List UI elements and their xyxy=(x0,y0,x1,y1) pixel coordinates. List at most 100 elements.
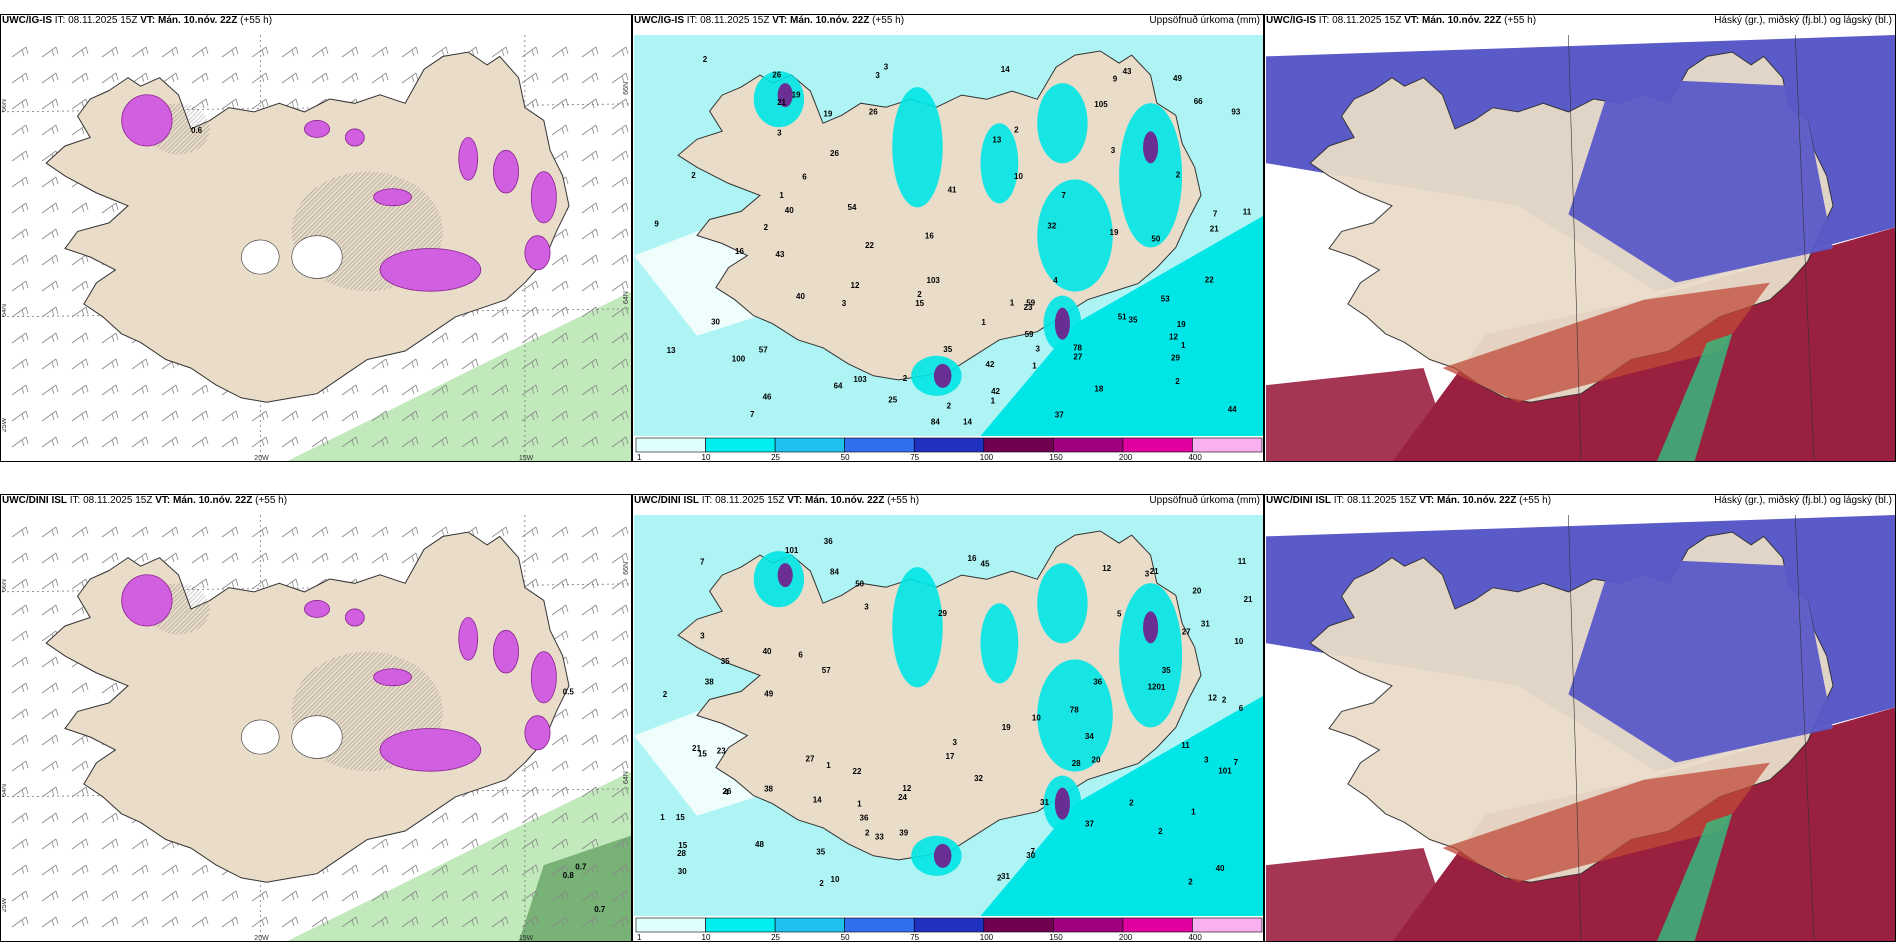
wind-barb xyxy=(11,436,29,448)
wind-barb xyxy=(461,812,479,824)
wind-barb xyxy=(371,46,389,58)
wind-barb xyxy=(311,436,329,448)
colorbar-segment xyxy=(774,917,845,933)
wind-barb xyxy=(281,526,299,538)
precip-value: 3 xyxy=(700,632,705,641)
precip-area xyxy=(980,216,1263,436)
wind-barb xyxy=(551,254,569,266)
precip-value: 12 xyxy=(902,784,911,793)
precip-value: 30 xyxy=(678,867,687,876)
precip-value: 26 xyxy=(869,108,878,117)
precip-value: 35 xyxy=(1162,666,1171,675)
axis-label: 64N xyxy=(2,304,8,317)
precip-value: 43 xyxy=(1123,67,1132,76)
precip-value: 1 xyxy=(1032,362,1037,371)
precip-value: 2 xyxy=(865,829,870,838)
wind-barb xyxy=(611,526,629,538)
wind-barb xyxy=(191,552,209,564)
precip-value: 21 xyxy=(1210,224,1219,233)
precip-value: 1 xyxy=(1161,683,1166,692)
colorbar-segment xyxy=(913,437,985,453)
panel-frame: 3 2 2 2 2 3 26 43 14 10 6 7 7 14 16 12 16 18 35 19 22 29 21 23 2… xyxy=(632,14,1264,462)
precip-value: 17 xyxy=(946,752,955,761)
precip-value: 1 xyxy=(660,813,665,822)
wind-barb xyxy=(131,526,149,538)
wind-barb xyxy=(221,46,239,58)
precip-max xyxy=(777,563,793,588)
snow-area xyxy=(492,149,519,194)
wind-barb xyxy=(521,384,539,396)
axis-label: 15W xyxy=(519,455,534,462)
wind-barb xyxy=(41,46,59,58)
wind-barb xyxy=(521,916,539,928)
wind-barb xyxy=(401,410,419,422)
wind-barb xyxy=(341,916,359,928)
wind-barb xyxy=(611,656,629,668)
wind-barb xyxy=(551,734,569,746)
wind-barb xyxy=(71,72,89,84)
precip-value: 7 xyxy=(1213,210,1218,219)
wind-barb xyxy=(71,410,89,422)
precip-value: 3 xyxy=(1145,570,1150,579)
wind-barb xyxy=(551,280,569,292)
wind-barb xyxy=(311,72,329,84)
colorbar-tick: 200 xyxy=(1119,933,1133,942)
wind-barb xyxy=(581,734,599,746)
precip-value: 1 xyxy=(1010,299,1015,308)
precip-value: 40 xyxy=(796,292,805,301)
colorbar-tick: 75 xyxy=(910,453,919,462)
wind-barb xyxy=(341,72,359,84)
precip-value: 33 xyxy=(875,832,884,841)
wind-barb xyxy=(371,410,389,422)
wind-barb xyxy=(491,838,509,850)
colorbar-segment xyxy=(635,437,706,453)
value-label: 0.5 xyxy=(563,687,575,696)
map-panel-cloud: UWC/DINI ISL IT: 08.11.2025 15Z VT: Mán.… xyxy=(1264,494,1896,942)
rain-area-heavy xyxy=(518,835,631,941)
longitude-line xyxy=(1568,35,1582,461)
map-canvas xyxy=(1266,515,1895,941)
wind-barb xyxy=(131,838,149,850)
snow-area xyxy=(373,188,412,207)
wind-barb xyxy=(611,604,629,616)
wind-barb xyxy=(461,864,479,876)
precip-value: 15 xyxy=(678,841,687,850)
precip-blob xyxy=(980,123,1019,204)
panel-frame: 6 4 3 2 3 2 2 1 48 101 16 15 10 10 11 17 7 15 26 35 20 21 40 20… xyxy=(632,494,1264,942)
wind-barb xyxy=(101,890,119,902)
vt-value: Mán. 10.nóv. 22Z xyxy=(1422,15,1502,26)
glacier xyxy=(241,719,280,755)
wind-barb xyxy=(191,436,209,448)
wind-barb xyxy=(611,150,629,162)
precip-value: 4 xyxy=(724,788,729,797)
wind-barb xyxy=(521,436,539,448)
wind-barb xyxy=(11,656,29,668)
wind-barb xyxy=(611,890,629,902)
wind-barb xyxy=(41,332,59,344)
wind-barb xyxy=(251,410,269,422)
wind-barb xyxy=(251,436,269,448)
wind-barb xyxy=(581,708,599,720)
wind-barb xyxy=(41,202,59,214)
precip-value: 10 xyxy=(831,875,840,884)
precip-value: 2 xyxy=(1014,126,1019,135)
wind-barb xyxy=(431,358,449,370)
precip-value: 2 xyxy=(1175,377,1180,386)
wind-barb xyxy=(431,526,449,538)
colorbar-tick: 200 xyxy=(1119,453,1133,462)
panel-header: UWC/DINI ISL IT: 08.11.2025 15Z VT: Mán.… xyxy=(634,495,919,506)
wind-barb xyxy=(311,410,329,422)
vt-value: Mán. 10.nóv. 22Z xyxy=(790,15,870,26)
precip-max xyxy=(1143,131,1159,164)
precip-value: 16 xyxy=(735,247,744,256)
wind-barb xyxy=(101,864,119,876)
wind-barb xyxy=(431,46,449,58)
it-value: 08.11.2025 15Z xyxy=(83,495,153,506)
precip-value: 6 xyxy=(802,172,807,181)
wind-barb xyxy=(551,812,569,824)
snow-area xyxy=(379,728,482,772)
model-name: UWC/DINI ISL xyxy=(634,495,699,506)
colorbar: 1 10 25 50 75 100 150 200 400 xyxy=(635,437,1263,462)
precip-value: 12 xyxy=(1102,564,1111,573)
